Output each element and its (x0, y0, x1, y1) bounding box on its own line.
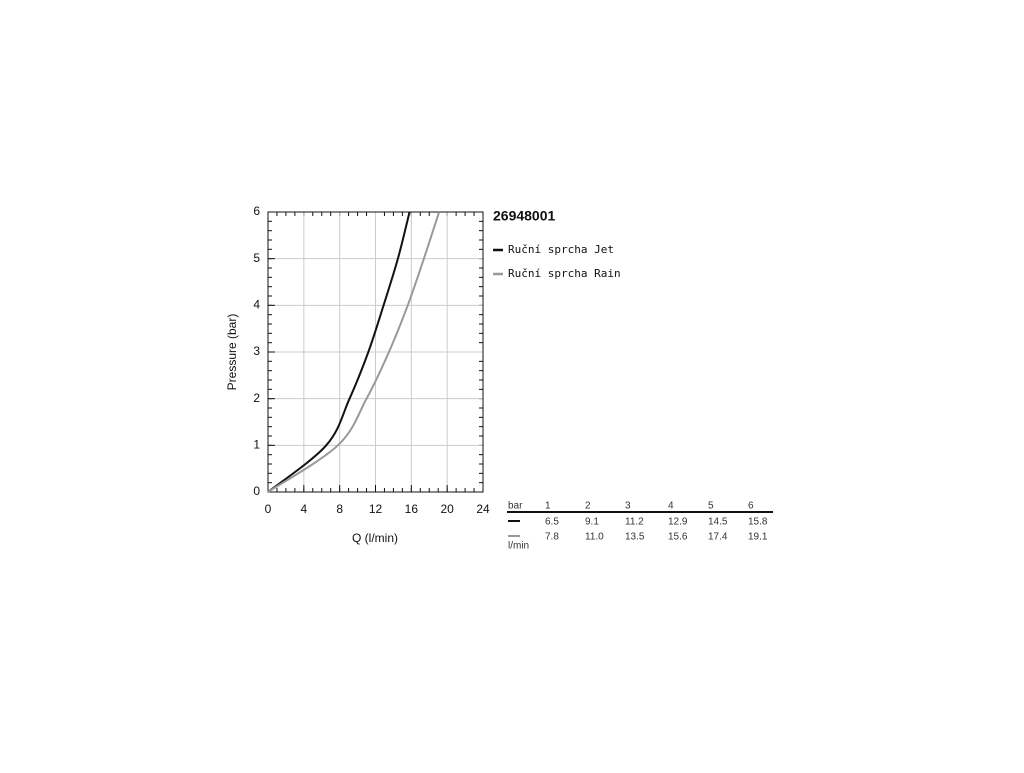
y-tick-label: 2 (253, 391, 260, 405)
table-header-label: bar (508, 501, 523, 512)
y-tick-label: 0 (253, 484, 260, 498)
x-tick-label: 24 (476, 502, 490, 516)
table-cell: 12.9 (668, 517, 688, 528)
table-cell: 15.8 (748, 517, 768, 528)
table-cell: 14.5 (708, 517, 728, 528)
x-axis-label: Q (l/min) (352, 531, 398, 545)
table-cell: 19.1 (748, 532, 768, 543)
series-line (267, 211, 411, 493)
chart-title: 26948001 (493, 208, 556, 224)
table-cell: 11.2 (625, 517, 644, 528)
table-header: 4 (668, 501, 674, 512)
y-tick-label: 5 (253, 251, 260, 265)
y-tick-label: 4 (253, 298, 260, 312)
table-cell: 13.5 (625, 532, 645, 543)
table-cell: 6.5 (545, 517, 559, 528)
x-tick-label: 8 (336, 502, 343, 516)
table-unit-label: l/min (508, 541, 529, 552)
table-header: 5 (708, 501, 714, 512)
plot-frame (267, 211, 484, 493)
y-tick-label: 6 (253, 204, 260, 218)
y-tick-label: 1 (253, 438, 260, 452)
x-tick-label: 16 (405, 502, 419, 516)
table-cell: 11.0 (585, 532, 604, 543)
y-tick-label: 3 (253, 344, 260, 358)
table-header: 2 (585, 501, 591, 512)
x-tick-label: 4 (300, 502, 307, 516)
legend-label: Ruční sprcha Jet (508, 243, 614, 256)
x-tick-label: 20 (440, 502, 454, 516)
table-cell: 15.6 (668, 532, 688, 543)
table-header: 3 (625, 501, 631, 512)
legend-label: Ruční sprcha Rain (508, 267, 621, 280)
series-line (267, 211, 441, 493)
table-header: 6 (748, 501, 754, 512)
x-tick-label: 12 (369, 502, 383, 516)
table-cell: 17.4 (708, 532, 728, 543)
table-cell: 7.8 (545, 532, 559, 543)
table-header: 1 (545, 501, 551, 512)
y-axis-label: Pressure (bar) (225, 314, 239, 391)
table-cell: 9.1 (585, 517, 599, 528)
x-tick-label: 0 (265, 502, 272, 516)
